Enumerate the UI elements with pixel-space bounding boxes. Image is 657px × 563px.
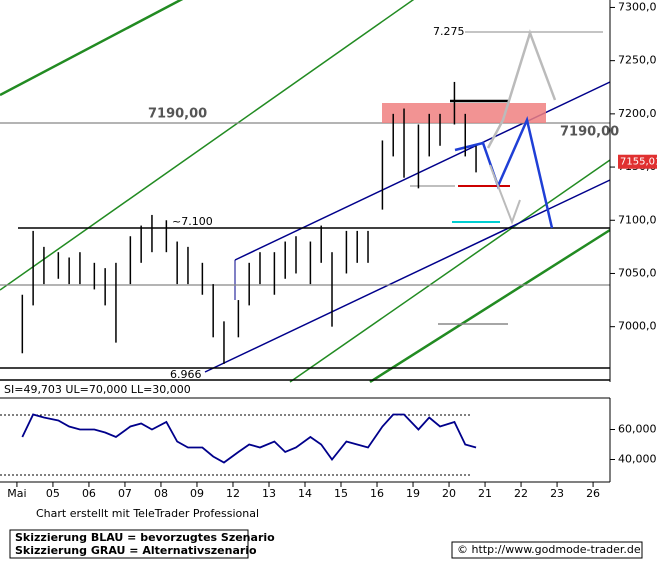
- x-tick-label: Mai: [7, 487, 26, 500]
- credit: Chart erstellt mit TeleTrader Profession…: [36, 507, 259, 520]
- last-price-label: 7155,01: [620, 157, 657, 168]
- x-tick-label: 23: [550, 487, 564, 500]
- source: © http://www.godmode-trader.de: [457, 543, 641, 556]
- y-tick-label: 40,000: [618, 453, 657, 466]
- annotation: 7.275: [433, 25, 465, 38]
- y-tick-label: 7000,00: [618, 320, 657, 333]
- y-tick-label: 7250,00: [618, 54, 657, 67]
- x-tick-label: 13: [262, 487, 276, 500]
- x-tick-label: 14: [298, 487, 312, 500]
- annotation: 6.966: [170, 368, 202, 381]
- x-tick-label: 22: [514, 487, 528, 500]
- annotation: ~7.100: [172, 215, 213, 228]
- x-tick-label: 06: [82, 487, 96, 500]
- legend-gray: Skizzierung GRAU = Alternativszenario: [15, 544, 257, 557]
- y-tick-label: 7300,00: [618, 0, 657, 13]
- x-tick-label: 09: [190, 487, 204, 500]
- last-price-box: [618, 154, 657, 169]
- annotation: 7190,00: [560, 125, 619, 140]
- x-tick-label: 19: [406, 487, 420, 500]
- indicator-title: SI=49,703 UL=70,000 LL=30,000: [4, 383, 191, 396]
- legend-blue: Skizzierung BLAU = bevorzugtes Szenario: [15, 531, 275, 544]
- y-tick-label: 7100,00: [618, 213, 657, 226]
- x-tick-label: 12: [226, 487, 240, 500]
- x-tick-label: 20: [442, 487, 456, 500]
- x-tick-label: 07: [118, 487, 132, 500]
- y-tick-label: 60,000: [618, 423, 657, 436]
- x-tick-label: 05: [46, 487, 60, 500]
- annotation: 7190,00: [148, 107, 207, 122]
- x-tick-label: 26: [586, 487, 600, 500]
- indicator-line: [21, 413, 477, 464]
- y-tick-label: 7050,00: [618, 266, 657, 279]
- y-tick-label: 7200,00: [618, 107, 657, 120]
- x-tick-label: 21: [478, 487, 492, 500]
- x-tick-label: 15: [334, 487, 348, 500]
- x-tick-label: 16: [370, 487, 384, 500]
- drawings: [0, 0, 643, 559]
- x-tick-label: 08: [154, 487, 168, 500]
